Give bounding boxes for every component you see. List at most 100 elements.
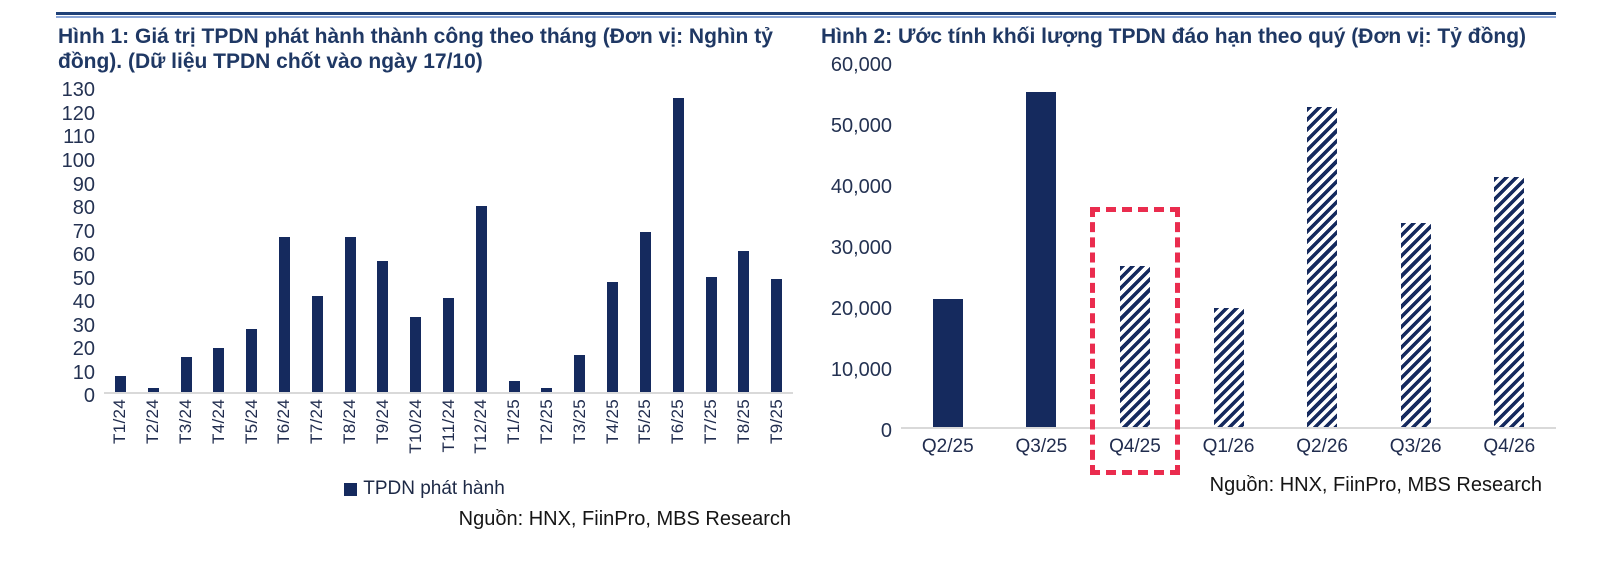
x-tick-label: T9/24 bbox=[372, 399, 392, 445]
bar-T11/24 bbox=[443, 298, 455, 393]
bar-Q3/25 bbox=[1026, 91, 1057, 428]
bar-T7/24 bbox=[311, 295, 323, 393]
x-slot: T4/25 bbox=[596, 394, 629, 470]
x-slot: T7/25 bbox=[695, 394, 728, 470]
y-tick-label: 120 bbox=[61, 102, 95, 125]
x-slot: Q3/25 bbox=[995, 429, 1089, 458]
bar-slot bbox=[137, 88, 170, 393]
bar-T5/24 bbox=[246, 328, 258, 393]
highlight-dashed-box bbox=[1090, 207, 1180, 476]
x-tick-label: Q1/26 bbox=[1202, 436, 1255, 458]
bar-slot bbox=[399, 88, 432, 393]
bar-T9/24 bbox=[377, 260, 389, 393]
x-slot: Q1/26 bbox=[1182, 429, 1276, 458]
bar-slot bbox=[727, 88, 760, 393]
x-slot: T8/25 bbox=[727, 394, 760, 470]
bar-slot bbox=[695, 88, 728, 393]
bar-slot bbox=[1275, 63, 1369, 428]
x-slot: Q4/25 bbox=[1088, 429, 1182, 458]
y-tick-label: 50 bbox=[72, 267, 95, 290]
plot-area: T1/24 T2/24 T3/24 T4/24 T5/24 T6/24 T7/24 T8/24… bbox=[104, 88, 793, 470]
bar-slot bbox=[901, 63, 995, 428]
y-tick-label: 110 bbox=[63, 126, 95, 149]
x-tick-label: T7/25 bbox=[701, 399, 721, 445]
figure-1-bar-chart: 0 10 20 30 40 50 60 70 80 90 100 110 120 130 T1/24 T2/2… bbox=[56, 80, 793, 470]
x-slot: T2/25 bbox=[531, 394, 564, 470]
x-tick-label: Q2/25 bbox=[921, 436, 974, 458]
y-tick-label: 0 bbox=[83, 385, 95, 408]
y-tick-label: 30,000 bbox=[830, 237, 892, 260]
y-tick-label: 90 bbox=[72, 173, 95, 196]
bar-slot bbox=[995, 63, 1089, 428]
x-slot: T5/25 bbox=[629, 394, 662, 470]
bar-Q4/25 bbox=[1119, 265, 1150, 428]
y-tick-label: 60,000 bbox=[830, 54, 892, 77]
bar-slot bbox=[662, 88, 695, 393]
x-slot: T5/24 bbox=[235, 394, 268, 470]
bar-slot bbox=[760, 88, 793, 393]
bar-slot bbox=[629, 88, 662, 393]
y-tick-label: 20,000 bbox=[830, 298, 892, 321]
bar-slot bbox=[367, 88, 400, 393]
bar-T12/24 bbox=[475, 206, 487, 393]
x-slot: T1/25 bbox=[498, 394, 531, 470]
x-slot: T10/24 bbox=[399, 394, 432, 470]
bar-T5/25 bbox=[639, 232, 651, 393]
y-tick-label: 40,000 bbox=[830, 176, 892, 199]
section-divider-rule bbox=[56, 12, 1556, 18]
bar-Q2/25 bbox=[932, 299, 963, 428]
bar-slot bbox=[104, 88, 137, 393]
x-slot: T6/24 bbox=[268, 394, 301, 470]
bar-T3/24 bbox=[180, 357, 192, 393]
y-tick-label: 0 bbox=[880, 420, 892, 443]
bar-T6/24 bbox=[278, 237, 290, 393]
figure-2-bar-chart: 0 10,000 20,000 30,000 40,000 50,000 60,000 Q2/… bbox=[819, 55, 1556, 476]
y-tick-label: 30 bbox=[72, 314, 95, 337]
bar-slot bbox=[334, 88, 367, 393]
x-tick-label: T8/24 bbox=[340, 399, 360, 445]
bar-T4/24 bbox=[213, 347, 225, 393]
y-tick-label: 60 bbox=[72, 244, 95, 267]
x-slot: T1/24 bbox=[104, 394, 137, 470]
bar-T3/25 bbox=[574, 354, 586, 393]
x-tick-label: Q2/26 bbox=[1296, 436, 1348, 458]
x-slot: T3/25 bbox=[563, 394, 596, 470]
x-tick-label: T5/25 bbox=[635, 399, 655, 445]
x-tick-label: T4/24 bbox=[208, 399, 228, 445]
x-slot: T4/24 bbox=[202, 394, 235, 470]
bar-T10/24 bbox=[410, 317, 422, 393]
bar-T1/25 bbox=[508, 380, 520, 393]
x-slot: T9/24 bbox=[367, 394, 400, 470]
bar-Q3/26 bbox=[1400, 222, 1431, 428]
y-tick-label: 80 bbox=[72, 197, 95, 220]
y-tick-label: 20 bbox=[72, 338, 95, 361]
x-tick-label: T1/24 bbox=[110, 399, 130, 445]
x-slot: T9/25 bbox=[760, 394, 793, 470]
y-tick-label: 100 bbox=[61, 150, 95, 172]
x-slot: T2/24 bbox=[137, 394, 170, 470]
bar-slot bbox=[301, 88, 334, 393]
legend-swatch-icon bbox=[344, 482, 358, 496]
x-tick-label: T11/24 bbox=[438, 399, 458, 453]
bar-slot bbox=[1088, 63, 1182, 428]
bar-slot bbox=[563, 88, 596, 393]
x-axis: Q2/25 Q3/25 Q4/25 Q1/26 Q2/26 Q3/26 Q4/26 bbox=[901, 429, 1556, 458]
y-tick-label: 10,000 bbox=[830, 359, 892, 382]
x-tick-label: T7/24 bbox=[307, 399, 327, 445]
y-axis: 0 10,000 20,000 30,000 40,000 50,000 60,000 bbox=[819, 55, 901, 441]
x-tick-label: T3/24 bbox=[176, 399, 196, 445]
figure-1-title: Hình 1: Giá trị TPDN phát hành thành côn… bbox=[58, 25, 773, 74]
x-tick-label: T9/25 bbox=[766, 399, 786, 445]
y-tick-label: 130 bbox=[61, 79, 95, 102]
bar-T2/24 bbox=[147, 387, 159, 393]
figure-2-panel: Hình 2: Ước tính khối lượng TPDN đáo hạn… bbox=[819, 24, 1556, 531]
bar-T2/25 bbox=[541, 387, 553, 393]
bar-slot bbox=[1369, 63, 1463, 428]
bar-T8/24 bbox=[344, 237, 356, 393]
y-tick-label: 40 bbox=[72, 291, 95, 314]
bar-slot bbox=[596, 88, 629, 393]
bar-Q1/26 bbox=[1213, 308, 1244, 428]
bar-Q2/26 bbox=[1307, 106, 1338, 428]
x-tick-label: T10/24 bbox=[405, 399, 425, 455]
bar-slot bbox=[268, 88, 301, 393]
